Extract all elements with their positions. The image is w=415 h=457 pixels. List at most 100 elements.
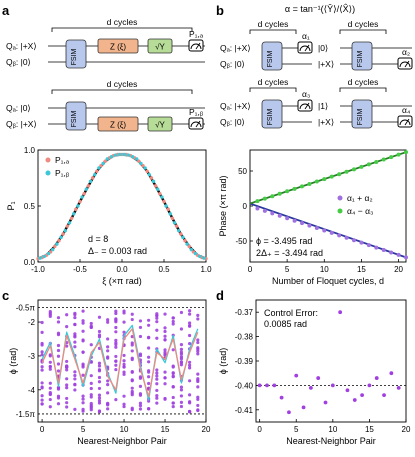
sum-point bbox=[270, 211, 275, 216]
phase-point bbox=[196, 397, 200, 402]
x-axis-label: ξ (×π rad) bbox=[102, 276, 142, 286]
legend-label: α₄ − α₃ bbox=[347, 206, 373, 216]
phase-point bbox=[188, 323, 192, 328]
x-tick-label: 10 bbox=[328, 425, 337, 434]
phase-point bbox=[345, 388, 350, 393]
p1a-point bbox=[78, 199, 82, 204]
plot-frame bbox=[37, 299, 207, 423]
phase-point bbox=[56, 354, 61, 358]
phase-point bbox=[89, 403, 93, 407]
y-tick-label: -2 bbox=[28, 318, 36, 327]
phase-point bbox=[147, 335, 151, 339]
p1b-point bbox=[114, 153, 118, 157]
p1b-point bbox=[160, 195, 164, 199]
y-axis-label: ϕ (rad) bbox=[8, 348, 18, 375]
phase-point bbox=[89, 374, 93, 378]
fit-line-sum bbox=[249, 202, 407, 259]
phase-point bbox=[196, 385, 200, 389]
meter-arc bbox=[190, 121, 202, 128]
phase-point bbox=[81, 401, 85, 405]
p1b-point bbox=[55, 242, 59, 246]
x-tick-label: 1.0 bbox=[200, 265, 212, 274]
phase-point bbox=[65, 405, 69, 409]
phase-point bbox=[257, 383, 262, 388]
fsim-label: FSIM bbox=[267, 50, 274, 67]
phase-point bbox=[147, 375, 151, 379]
phase-point bbox=[196, 379, 200, 384]
phase-point bbox=[65, 386, 69, 390]
phase-point bbox=[97, 396, 102, 400]
y-tick-label: -0.37 bbox=[235, 308, 254, 317]
z-gate-label: Z (ξ) bbox=[110, 43, 126, 52]
phase-point bbox=[73, 377, 77, 381]
p1b-point bbox=[80, 195, 84, 199]
diff-point bbox=[352, 167, 356, 172]
x-tick-label: 15 bbox=[357, 265, 366, 274]
meter-icon bbox=[188, 39, 204, 52]
phase-point bbox=[114, 359, 118, 363]
p1b-point bbox=[72, 212, 76, 216]
z-gate bbox=[97, 116, 139, 132]
phase-point bbox=[130, 370, 134, 374]
phase-point bbox=[48, 367, 52, 371]
alpha-label: α₁ bbox=[302, 31, 310, 41]
phase-point bbox=[65, 383, 69, 387]
measure-label: P₁,ᵦ bbox=[189, 107, 204, 117]
fsim-gate bbox=[261, 99, 283, 129]
phase-point bbox=[89, 386, 93, 391]
phase-point bbox=[171, 371, 175, 376]
phase-point bbox=[138, 353, 143, 358]
phase-point bbox=[272, 383, 277, 388]
phase-point bbox=[122, 359, 126, 363]
phase-point bbox=[97, 315, 102, 319]
diff-point bbox=[285, 189, 290, 194]
cycle-label: d cycles bbox=[258, 77, 289, 87]
phase-point bbox=[147, 381, 151, 386]
y-axis-label: Phase (×π rad) bbox=[218, 176, 228, 237]
z-gate-label: Z (ξ) bbox=[110, 121, 126, 130]
phase-point bbox=[130, 349, 134, 353]
phase-point bbox=[106, 337, 110, 341]
fsim-gate bbox=[351, 99, 373, 129]
phase-point bbox=[179, 357, 184, 361]
phase-point bbox=[122, 353, 126, 358]
p1a-point bbox=[145, 169, 149, 173]
alpha-label: α₂ bbox=[402, 47, 410, 57]
phase-point bbox=[40, 353, 44, 357]
phase-point bbox=[130, 312, 134, 316]
meter-arc bbox=[299, 103, 311, 110]
phase-point bbox=[73, 383, 77, 387]
sum-point bbox=[329, 230, 334, 235]
phase-point bbox=[188, 379, 192, 383]
phase-point bbox=[147, 355, 151, 359]
phase-point bbox=[73, 340, 77, 344]
p1a-point bbox=[86, 184, 91, 188]
phase-point bbox=[81, 350, 85, 354]
meter-icon bbox=[297, 41, 313, 54]
phase-point bbox=[147, 407, 151, 411]
sum-point bbox=[389, 250, 394, 255]
diff-point bbox=[366, 162, 371, 167]
qubit-a-label: Qₐ: |+X⟩ bbox=[6, 41, 37, 51]
phase-point bbox=[89, 321, 93, 326]
meter-box bbox=[397, 115, 413, 128]
phase-point bbox=[73, 407, 77, 411]
phase-point bbox=[138, 325, 143, 330]
phase-point bbox=[138, 404, 143, 408]
phase-point bbox=[171, 365, 175, 369]
phase-point bbox=[179, 400, 184, 404]
phase-point bbox=[130, 343, 134, 347]
phase-point bbox=[196, 352, 200, 356]
phase-point bbox=[196, 408, 200, 413]
fsim-gate bbox=[351, 41, 373, 71]
cycle-bracket bbox=[339, 29, 387, 34]
phase-point bbox=[122, 372, 126, 376]
phase-point bbox=[56, 362, 61, 366]
phase-point bbox=[65, 359, 69, 364]
phase-point bbox=[48, 354, 52, 358]
phase-point bbox=[114, 367, 118, 372]
phase-point bbox=[56, 396, 61, 400]
phase-point bbox=[48, 310, 52, 314]
phase-point bbox=[374, 376, 379, 380]
phase-point bbox=[138, 319, 143, 323]
